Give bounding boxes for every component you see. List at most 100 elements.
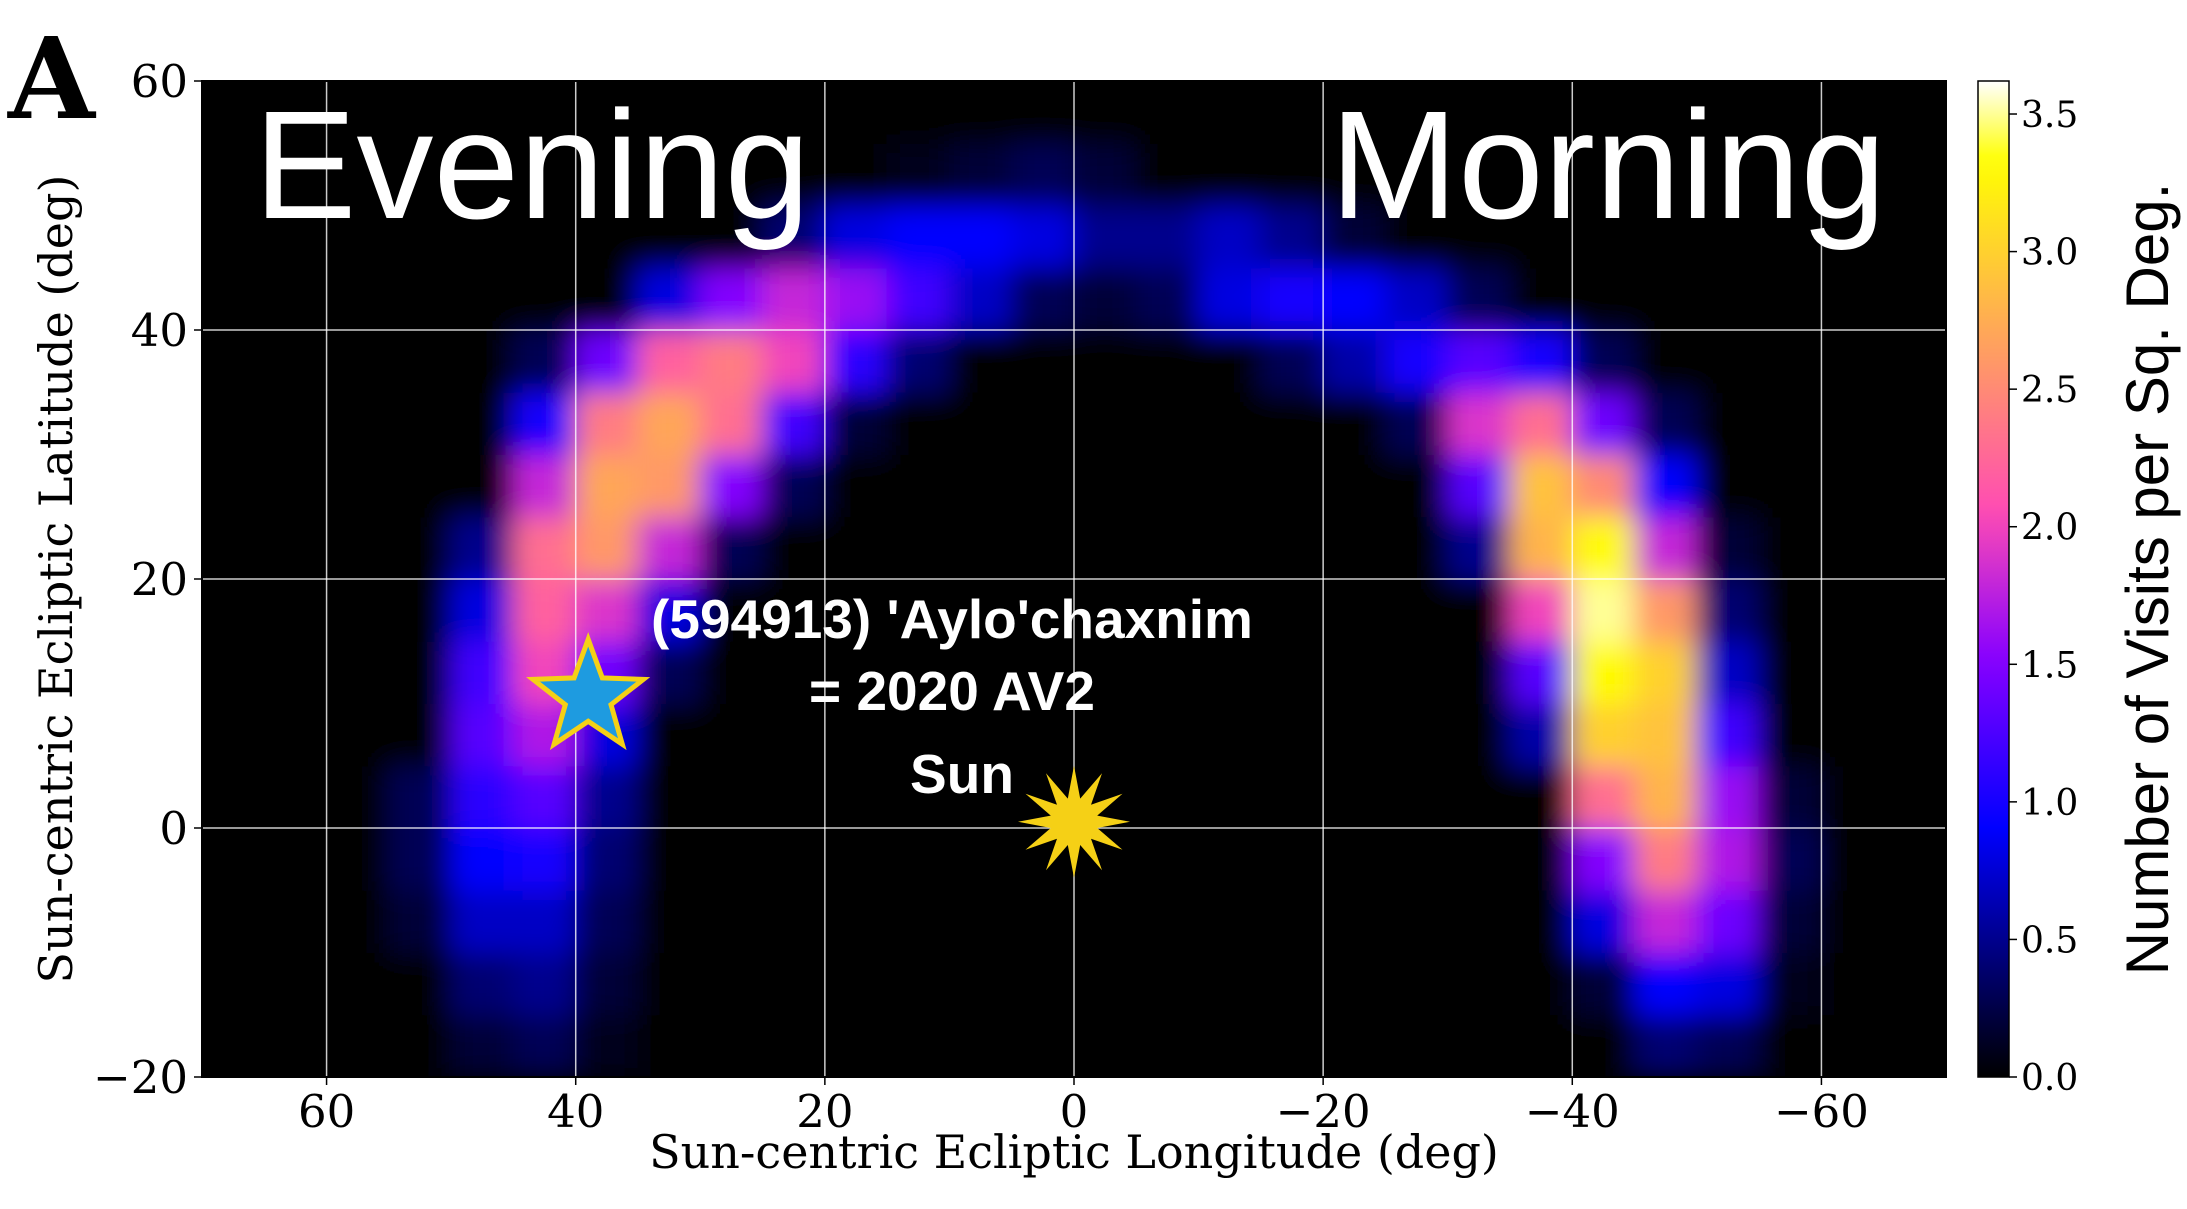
heat-cell xyxy=(388,81,452,144)
heat-cell xyxy=(575,516,639,580)
heat-cell xyxy=(450,205,514,269)
heat-cell xyxy=(699,827,764,891)
heat-cell xyxy=(512,827,577,891)
heat-cell xyxy=(1260,391,1324,455)
heat-cell xyxy=(1571,516,1636,580)
heat-cell xyxy=(762,952,826,1016)
heat-cell xyxy=(1571,454,1636,518)
heat-cell xyxy=(512,765,577,829)
heat-cell xyxy=(824,205,888,269)
heat-cell xyxy=(948,454,1013,518)
heat-cell xyxy=(1322,391,1386,455)
heat-cell xyxy=(1883,889,1946,953)
heat-cell xyxy=(1384,391,1449,455)
heat-cell xyxy=(1073,142,1137,206)
colorbar-tick-label: 0.5 xyxy=(2021,920,2078,961)
heat-cell xyxy=(1073,329,1137,393)
heat-cell xyxy=(202,267,265,331)
heat-cell xyxy=(886,578,950,642)
heat-cell xyxy=(263,765,328,829)
heat-cell xyxy=(762,454,826,518)
overlay xyxy=(526,632,1130,878)
heat-cell xyxy=(1322,81,1386,144)
heat-cell xyxy=(388,703,452,767)
heat-cell xyxy=(1883,142,1946,206)
heat-cell xyxy=(575,142,639,206)
heat-cell xyxy=(450,952,514,1016)
heat-cell xyxy=(824,81,888,144)
heat-cell xyxy=(1820,205,1885,269)
heat-cell xyxy=(1384,765,1449,829)
heat-cell xyxy=(388,329,452,393)
heat-cell xyxy=(886,454,950,518)
heat-cell xyxy=(1509,640,1573,704)
heat-cell xyxy=(1260,952,1324,1016)
heat-cell xyxy=(1447,703,1511,767)
heatmap xyxy=(202,81,1946,1077)
heat-cell xyxy=(1883,703,1946,767)
heat-cell xyxy=(1322,1014,1386,1077)
heat-cell xyxy=(326,81,390,144)
heat-cell xyxy=(1447,952,1511,1016)
heat-cell xyxy=(1883,81,1946,144)
heat-cell xyxy=(1758,81,1822,144)
heat-cell xyxy=(1758,889,1822,953)
heat-cell xyxy=(263,640,328,704)
heat-cell xyxy=(948,267,1013,331)
heat-cell xyxy=(1634,640,1698,704)
heat-cell xyxy=(202,329,265,393)
heat-cell xyxy=(886,827,950,891)
heat-cell xyxy=(1883,391,1946,455)
heat-cell xyxy=(450,329,514,393)
x-tick-label: 20 xyxy=(796,1085,853,1138)
heat-cell xyxy=(326,827,390,891)
heat-cell xyxy=(824,454,888,518)
heat-cell xyxy=(1883,578,1946,642)
heat-cell xyxy=(637,889,701,953)
heat-cell xyxy=(450,142,514,206)
heat-cell xyxy=(1135,889,1200,953)
heat-cell xyxy=(762,516,826,580)
heat-cell xyxy=(450,516,514,580)
heat-cell xyxy=(388,765,452,829)
heat-cell xyxy=(1509,329,1573,393)
heat-cell xyxy=(1571,391,1636,455)
heat-cell xyxy=(326,889,390,953)
heat-cell xyxy=(948,142,1013,206)
heat-cell xyxy=(1198,1014,1262,1077)
heat-cell xyxy=(1135,205,1200,269)
heat-cell xyxy=(824,889,888,953)
heat-cell xyxy=(575,1014,639,1077)
heat-cell xyxy=(450,765,514,829)
heat-cell xyxy=(450,827,514,891)
heat-cell xyxy=(1447,827,1511,891)
heat-cell xyxy=(263,205,328,269)
heat-cell xyxy=(263,329,328,393)
heat-cell xyxy=(450,391,514,455)
x-tick-label: −60 xyxy=(1774,1085,1869,1138)
heat-cell xyxy=(699,454,764,518)
heat-cell xyxy=(1260,889,1324,953)
heat-cell xyxy=(1634,267,1698,331)
heat-cell xyxy=(1883,205,1946,269)
heat-cell xyxy=(1509,889,1573,953)
heat-cell xyxy=(1571,952,1636,1016)
heat-cell xyxy=(1634,889,1698,953)
heat-cell xyxy=(512,391,577,455)
heat-cell xyxy=(886,516,950,580)
heat-cell xyxy=(762,1014,826,1077)
heat-cell xyxy=(1696,81,1760,144)
heat-cell xyxy=(1758,205,1822,269)
heat-cell xyxy=(202,391,265,455)
heat-cell xyxy=(1571,889,1636,953)
heat-cell xyxy=(1571,205,1636,269)
heat-cell xyxy=(263,391,328,455)
heat-cell xyxy=(762,205,826,269)
colorbar-tick-label: 1.0 xyxy=(2021,783,2078,824)
heat-cell xyxy=(886,205,950,269)
heat-cell xyxy=(1696,142,1760,206)
heat-cell xyxy=(637,1014,701,1077)
heat-cell xyxy=(1820,952,1885,1016)
heat-cell xyxy=(1447,640,1511,704)
heat-cell xyxy=(263,827,328,891)
